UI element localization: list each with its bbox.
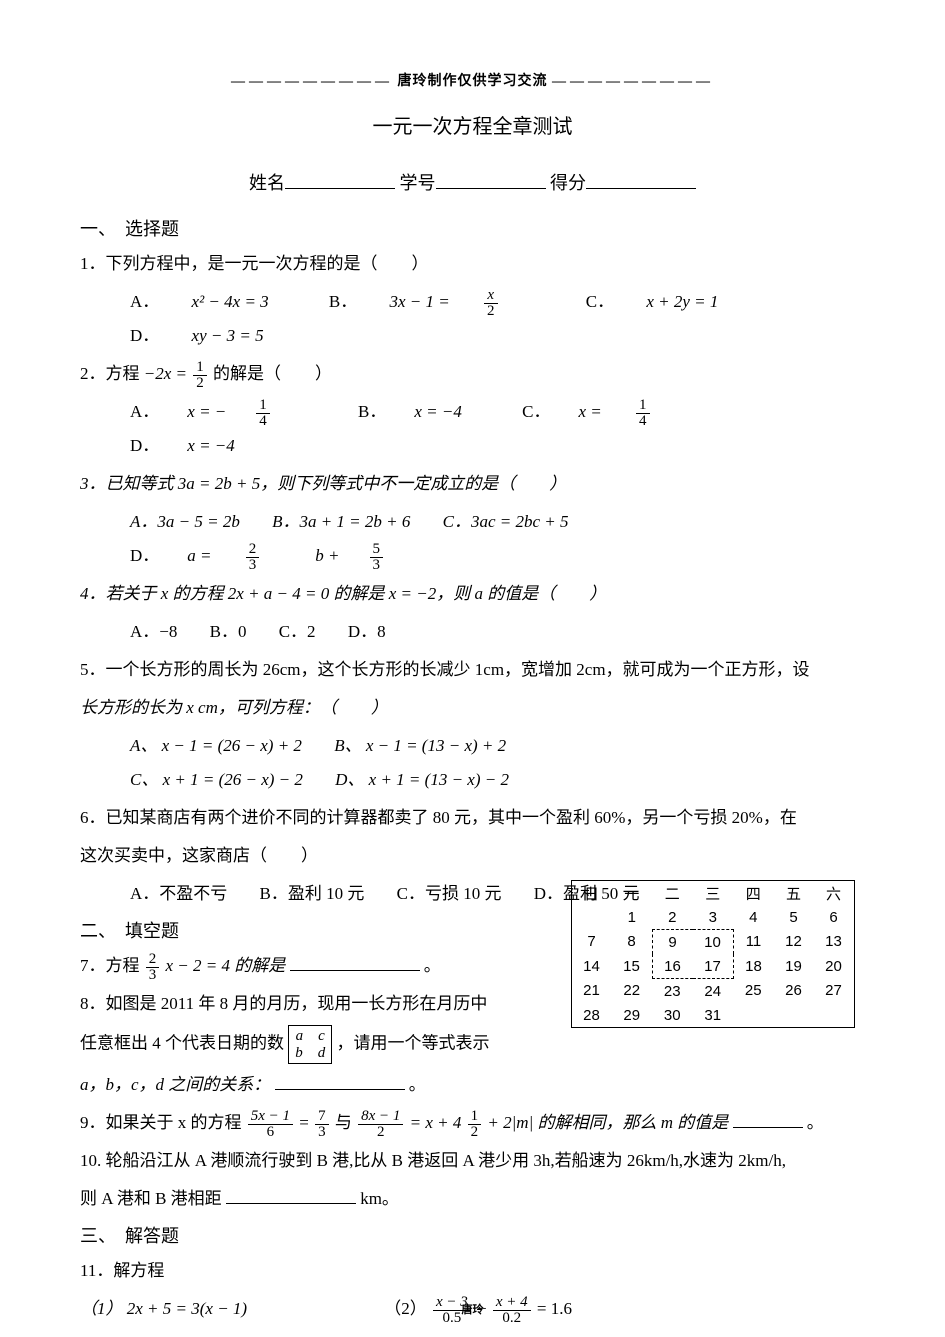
q3-A: A．3a − 5 = 2b: [130, 512, 240, 531]
q3-C: C．3ac = 2bc + 5: [443, 512, 569, 531]
name-label: 姓名: [249, 173, 285, 193]
q5-B: B、 x − 1 = (13 − x) + 2: [334, 736, 506, 755]
q10-line1: 10. 轮船沿江从 A 港顺流行驶到 B 港,比从 B 港返回 A 港少用 3h…: [80, 1144, 865, 1178]
section-1: 一、 选择题: [80, 215, 865, 241]
student-info: 姓名 学号 得分: [80, 169, 865, 195]
q8-line3: a，b，c，d 之间的关系： 。: [80, 1068, 865, 1102]
q11-head: 11．解方程: [80, 1254, 865, 1288]
q4-C: C．2: [279, 622, 316, 641]
q1-options: A． x² − 4x = 3 B． 3x − 1 = x2 C． x + 2y …: [80, 285, 865, 353]
calendar: 日 一 二 三 四 五 六 123456 78910111213 1415161…: [571, 880, 856, 1028]
score-blank[interactable]: [586, 170, 696, 189]
q8-blank[interactable]: [275, 1072, 405, 1090]
q7-blank[interactable]: [290, 953, 420, 971]
calendar-header-row: 日 一 二 三 四 五 六: [572, 881, 854, 905]
footer: 唐玲: [0, 1301, 945, 1317]
calendar-row: 21222324252627: [572, 979, 854, 1004]
page-title: 一元一次方程全章测试: [80, 110, 865, 139]
q5-C: C、 x + 1 = (26 − x) − 2: [130, 770, 303, 789]
dashes-left: —————————: [231, 74, 393, 89]
q1-C: C． x + 2y = 1: [586, 292, 747, 311]
q1-D: D． xy − 3 = 5: [130, 326, 292, 345]
q2-C: C．x = 14: [522, 402, 705, 421]
q4-stem: 4．若关于 x 的方程 2x + a − 4 = 0 的解是 x = −2，则 …: [80, 577, 865, 611]
q5-A: A、 x − 1 = (26 − x) + 2: [130, 736, 302, 755]
q5-line1: 5．一个长方形的周长为 26cm，这个长方形的长减少 1cm，宽增加 2cm，就…: [80, 653, 865, 687]
q8-line2: 任意框出 4 个代表日期的数 a c b d ，请用一个等式表示: [80, 1025, 540, 1064]
matrix-box: a c b d: [288, 1025, 332, 1064]
calendar-table: 日 一 二 三 四 五 六 123456 78910111213 1415161…: [572, 881, 855, 1027]
q3-D: D．a = 23b +53: [130, 546, 439, 565]
q4-B: B．0: [210, 622, 247, 641]
calendar-row: 78910111213: [572, 930, 854, 955]
q10-blank[interactable]: [226, 1186, 356, 1204]
q1-A: A． x² − 4x = 3: [130, 292, 297, 311]
q3-B: B．3a + 1 = 2b + 6: [272, 512, 410, 531]
q9-blank[interactable]: [733, 1110, 803, 1128]
q3-stem: 3．已知等式 3a = 2b + 5，则下列等式中不一定成立的是（ ）: [80, 467, 865, 501]
q2-D: D．x = −4: [130, 436, 263, 455]
id-label: 学号: [400, 173, 436, 193]
q4-A: A．−8: [130, 622, 177, 641]
header-rule: ————————— 唐玲制作仅供学习交流 —————————: [80, 70, 865, 90]
q1-stem: 1．下列方程中，是一元一次方程的是（ ）: [80, 247, 865, 281]
q6-C: C．亏损 10 元: [397, 884, 502, 903]
q2-options: A．x = −14 B．x = −4 C．x = 14 D．x = −4: [80, 395, 865, 463]
q2-B: B．x = −4: [358, 402, 490, 421]
q5-options-1: A、 x − 1 = (26 − x) + 2 B、 x − 1 = (13 −…: [80, 729, 865, 763]
id-blank[interactable]: [436, 170, 546, 189]
exam-page: ————————— 唐玲制作仅供学习交流 ————————— 一元一次方程全章测…: [0, 0, 945, 1337]
q4-D: D．8: [348, 622, 386, 641]
calendar-row: 14151617181920: [572, 954, 854, 979]
q8-line1: 8．如图是 2011 年 8 月的月历，现用一长方形在月历中: [80, 987, 540, 1021]
calendar-row: 28293031: [572, 1003, 854, 1027]
q5-line2: 长方形的长为 x cm，可列方程：（ ）: [80, 691, 865, 725]
q10-line2: 则 A 港和 B 港相距 km。: [80, 1182, 865, 1216]
q5-D: D、 x + 1 = (13 − x) − 2: [335, 770, 509, 789]
q9: 9．如果关于 x 的方程 5x − 16 = 73 与 8x − 12 = x …: [80, 1106, 865, 1140]
q1-B: B． 3x − 1 = x2: [329, 292, 554, 311]
dashes-right: —————————: [552, 74, 714, 89]
q6-line1: 6．已知某商店有两个进价不同的计算器都卖了 80 元，其中一个盈利 60%，另一…: [80, 801, 865, 835]
q3-options: A．3a − 5 = 2b B．3a + 1 = 2b + 6 C．3ac = …: [80, 505, 865, 573]
section-3: 三、 解答题: [80, 1222, 865, 1248]
q2-stem: 2．方程 −2x = 12 的解是（ ）: [80, 357, 865, 391]
q2-A: A．x = −14: [130, 402, 326, 421]
calendar-row: 123456: [572, 905, 854, 930]
q6-A: A．不盈不亏: [130, 884, 227, 903]
q6-line2: 这次买卖中，这家商店（ ）: [80, 839, 865, 873]
q4-options: A．−8 B．0 C．2 D．8: [80, 615, 865, 649]
q5-options-2: C、 x + 1 = (26 − x) − 2 D、 x + 1 = (13 −…: [80, 763, 865, 797]
credit-text: 唐玲制作仅供学习交流: [398, 74, 548, 89]
score-label: 得分: [550, 173, 586, 193]
q6-B: B．盈利 10 元: [260, 884, 365, 903]
name-blank[interactable]: [285, 170, 395, 189]
